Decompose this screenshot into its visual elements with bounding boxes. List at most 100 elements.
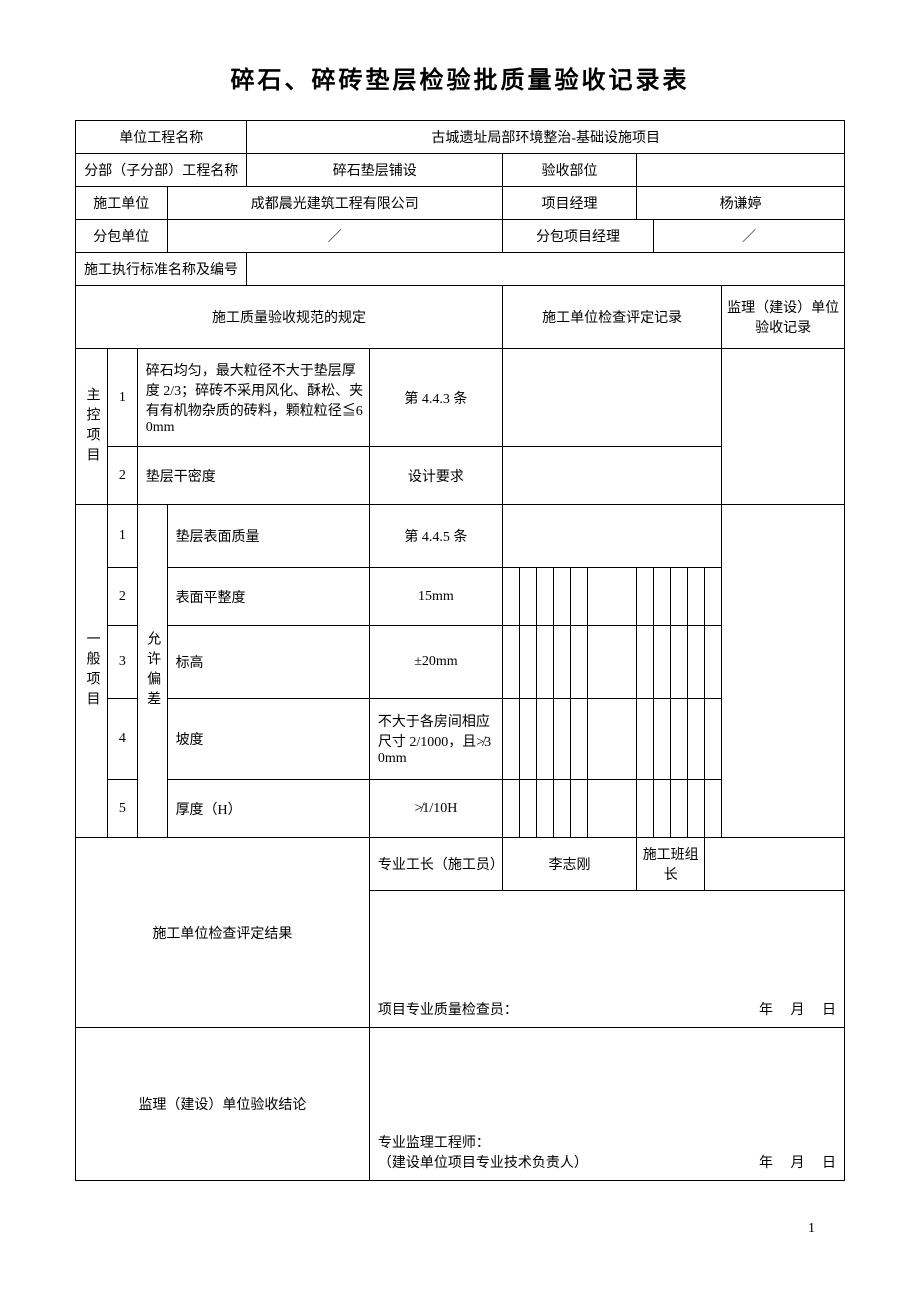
cell — [688, 626, 705, 699]
cell — [654, 780, 671, 838]
cell — [502, 699, 519, 780]
engineer-label: 专业监理工程师： — [378, 1136, 490, 1151]
g-num-2: 2 — [107, 568, 137, 626]
foreman-value: 李志刚 — [502, 838, 636, 891]
cell — [671, 568, 688, 626]
cell — [637, 699, 654, 780]
g-desc-1: 垫层表面质量 — [167, 505, 369, 568]
general-label: 一般项目 — [76, 505, 108, 838]
team-leader-value — [705, 838, 845, 891]
cell — [705, 780, 722, 838]
cell — [688, 568, 705, 626]
cell — [654, 568, 671, 626]
cell — [520, 699, 537, 780]
g-num-5: 5 — [107, 780, 137, 838]
cell — [502, 626, 519, 699]
main-control-label: 主控项目 — [76, 349, 108, 505]
month-label-2: 月 — [791, 1156, 805, 1171]
year-label-2: 年 — [759, 1156, 773, 1171]
cell — [705, 568, 722, 626]
cell — [688, 780, 705, 838]
unit-value: 古城遗址局部环境整治-基础设施项目 — [247, 121, 845, 154]
subcontract-value: ／ — [167, 220, 502, 253]
cell — [588, 699, 637, 780]
cell — [537, 568, 554, 626]
cell — [520, 780, 537, 838]
eval-result-label: 施工单位检查评定结果 — [76, 838, 370, 1028]
cell — [502, 780, 519, 838]
mc-super-col — [722, 349, 845, 505]
cell — [671, 699, 688, 780]
engineer-cell: 专业监理工程师： （建设单位项目专业技术负责人） 年 月 日 — [369, 1028, 844, 1181]
supervise-record-label: 监理（建设）单位验收记录 — [722, 286, 845, 349]
accept-dept-value — [637, 154, 845, 187]
spec-label: 施工质量验收规范的规定 — [76, 286, 503, 349]
inspection-table: 单位工程名称 古城遗址局部环境整治-基础设施项目 分部（子分部）工程名称 碎石垫… — [75, 120, 845, 1181]
construct-unit-value: 成都晨光建筑工程有限公司 — [167, 187, 502, 220]
g-super-col — [722, 505, 845, 838]
subcontract-label: 分包单位 — [76, 220, 168, 253]
cell — [654, 699, 671, 780]
g-criteria-3: ±20mm — [369, 626, 502, 699]
cell — [671, 780, 688, 838]
cell — [588, 626, 637, 699]
subpart-label: 分部（子分部）工程名称 — [76, 154, 247, 187]
cell — [637, 780, 654, 838]
tolerance-label: 允许偏差 — [137, 505, 167, 838]
mc-desc-1: 碎石均匀，最大粒径不大于垫层厚度 2/3；碎砖不采用风化、酥松、夹有有机物杂质的… — [137, 349, 369, 447]
mc-check-2 — [502, 447, 721, 505]
mc-criteria-2: 设计要求 — [369, 447, 502, 505]
foreman-label: 专业工长（施工员） — [369, 838, 502, 891]
unit-label: 单位工程名称 — [76, 121, 247, 154]
cell — [537, 780, 554, 838]
g-criteria-4: 不大于各房间相应尺寸 2/1000，且≯30mm — [369, 699, 502, 780]
cell — [571, 699, 588, 780]
g-desc-4: 坡度 — [167, 699, 369, 780]
cell — [502, 568, 519, 626]
subpart-value: 碎石垫层铺设 — [247, 154, 503, 187]
cell — [537, 626, 554, 699]
cell — [588, 568, 637, 626]
g-desc-3: 标高 — [167, 626, 369, 699]
mc-num-2: 2 — [107, 447, 137, 505]
cell — [637, 626, 654, 699]
g-num-3: 3 — [107, 626, 137, 699]
cell — [705, 626, 722, 699]
cell — [571, 568, 588, 626]
month-label: 月 — [791, 1003, 805, 1018]
page-number: 1 — [75, 1221, 845, 1237]
cell — [520, 626, 537, 699]
cell — [554, 780, 571, 838]
mc-num-1: 1 — [107, 349, 137, 447]
cell — [571, 626, 588, 699]
g-num-1: 1 — [107, 505, 137, 568]
cell — [554, 568, 571, 626]
std-label: 施工执行标准名称及编号 — [76, 253, 247, 286]
pm-label: 项目经理 — [502, 187, 636, 220]
mc-desc-2: 垫层干密度 — [137, 447, 369, 505]
std-value — [247, 253, 845, 286]
g-num-4: 4 — [107, 699, 137, 780]
cell — [637, 568, 654, 626]
g-desc-2: 表面平整度 — [167, 568, 369, 626]
g-criteria-5: ≯1/10H — [369, 780, 502, 838]
cell — [654, 626, 671, 699]
page-title: 碎石、碎砖垫层检验批质量验收记录表 — [75, 60, 845, 95]
check-record-label: 施工单位检查评定记录 — [502, 286, 721, 349]
cell — [554, 626, 571, 699]
pm-value: 杨谦婷 — [637, 187, 845, 220]
day-label: 日 — [822, 1003, 836, 1018]
construct-unit-label: 施工单位 — [76, 187, 168, 220]
day-label-2: 日 — [822, 1156, 836, 1171]
sub-pm-label: 分包项目经理 — [502, 220, 653, 253]
g-desc-5: 厚度（H） — [167, 780, 369, 838]
cell — [671, 626, 688, 699]
year-label: 年 — [759, 1003, 773, 1018]
cell — [537, 699, 554, 780]
sub-pm-value: ／ — [654, 220, 845, 253]
cell — [571, 780, 588, 838]
g-criteria-1: 第 4.4.5 条 — [369, 505, 502, 568]
mc-check-1 — [502, 349, 721, 447]
g-criteria-2: 15mm — [369, 568, 502, 626]
cell — [554, 699, 571, 780]
